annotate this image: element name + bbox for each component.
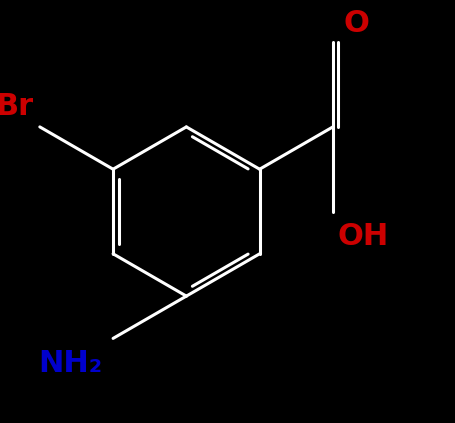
Text: NH₂: NH₂ (38, 349, 102, 378)
Text: O: O (343, 9, 369, 38)
Text: OH: OH (336, 222, 388, 251)
Text: Br: Br (0, 91, 33, 121)
